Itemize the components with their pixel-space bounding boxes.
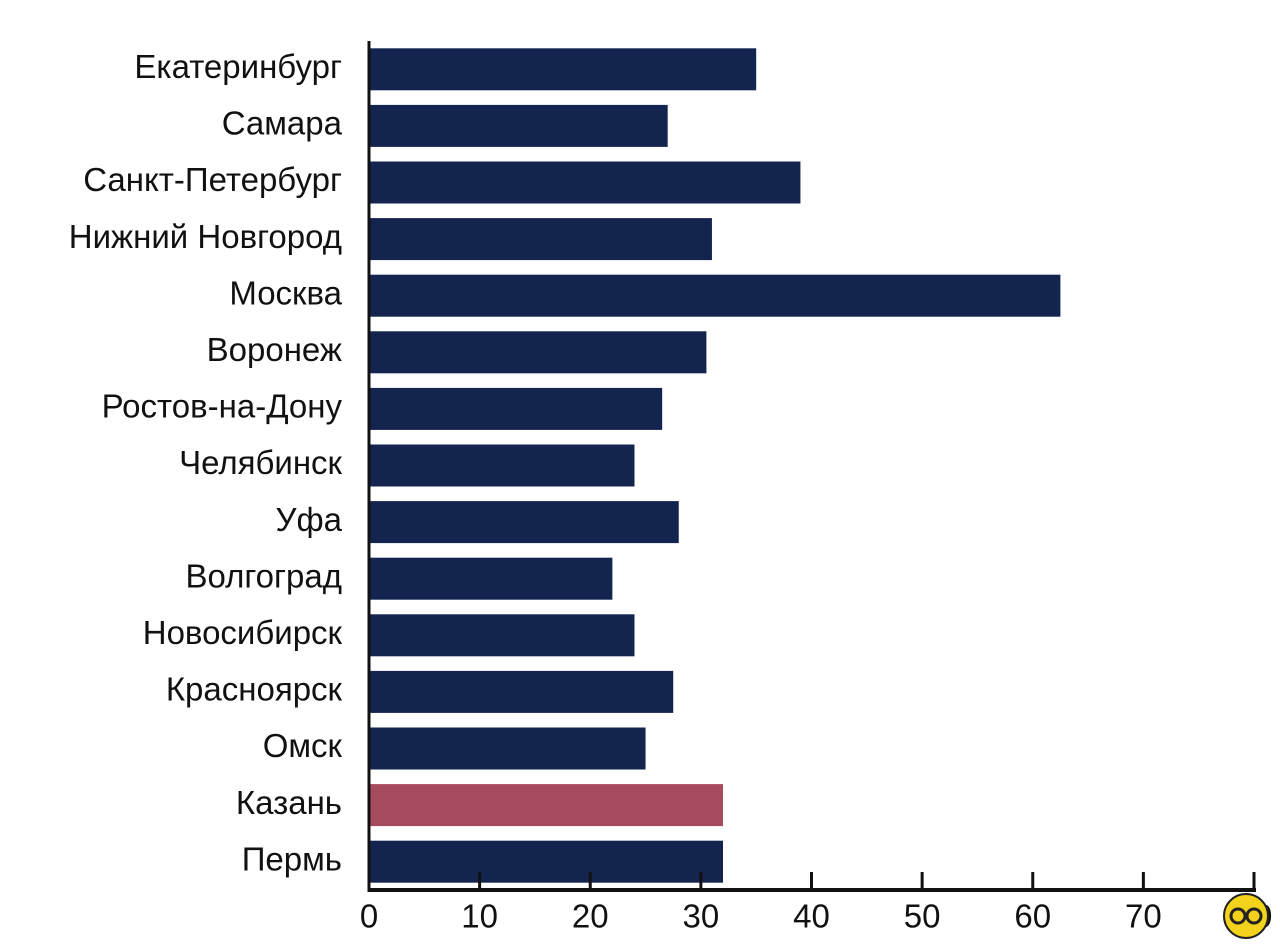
bar	[369, 501, 679, 544]
y-tick-label: Екатеринбург	[134, 48, 342, 85]
y-tick-label: Пермь	[242, 840, 342, 877]
watermark-icon	[1223, 893, 1269, 939]
bar	[369, 104, 668, 147]
y-tick-label: Волгоград	[185, 557, 342, 594]
bar	[369, 387, 663, 430]
bar	[369, 48, 757, 91]
bar	[369, 274, 1061, 317]
y-tick-label: Уфа	[276, 501, 343, 538]
x-tick-label: 50	[904, 898, 941, 935]
bar	[369, 727, 646, 770]
bar	[369, 614, 635, 657]
bar	[369, 444, 635, 487]
x-tick-label: 30	[683, 898, 720, 935]
y-tick-label: Челябинск	[179, 444, 342, 481]
y-tick-label: Воронеж	[207, 331, 342, 368]
x-tick-label: 40	[793, 898, 830, 935]
x-tick-label: 20	[572, 898, 609, 935]
x-tick-label: 0	[360, 898, 378, 935]
x-tick-label: 70	[1125, 898, 1162, 935]
y-tick-label: Самара	[222, 105, 343, 142]
bar	[369, 557, 613, 600]
y-tick-label: Нижний Новгород	[69, 218, 342, 255]
bar	[369, 218, 712, 261]
bar	[369, 840, 723, 883]
y-tick-label: Санкт-Петербург	[83, 161, 342, 198]
y-tick-label: Новосибирск	[143, 614, 343, 651]
y-tick-label: Красноярск	[166, 671, 343, 708]
x-tick-label: 10	[461, 898, 498, 935]
bar	[369, 331, 707, 374]
y-tick-label: Москва	[229, 274, 342, 311]
x-tick-label: 60	[1014, 898, 1051, 935]
y-tick-label: Омск	[263, 727, 343, 764]
y-tick-label: Казань	[236, 784, 342, 821]
bar	[369, 784, 723, 827]
bar	[369, 161, 801, 204]
y-tick-label: Ростов-на-Дону	[102, 388, 343, 425]
bar	[369, 670, 674, 713]
